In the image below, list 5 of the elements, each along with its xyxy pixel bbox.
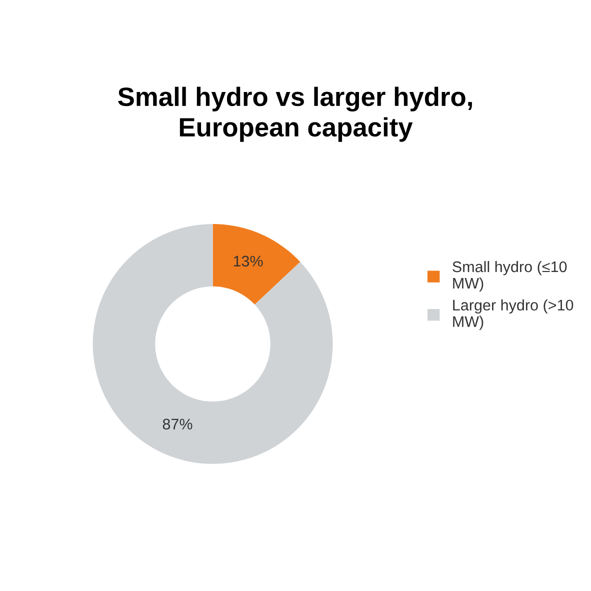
data-label: 87% (162, 418, 192, 430)
legend-label: Larger hydro (>10 MW) (453, 299, 574, 330)
data-label: 13% (234, 256, 263, 267)
legend-label: Small hydro (≤10 MW) (452, 260, 567, 292)
chart-title: Small hydro vs larger hydro, European capacity (118, 86, 472, 142)
